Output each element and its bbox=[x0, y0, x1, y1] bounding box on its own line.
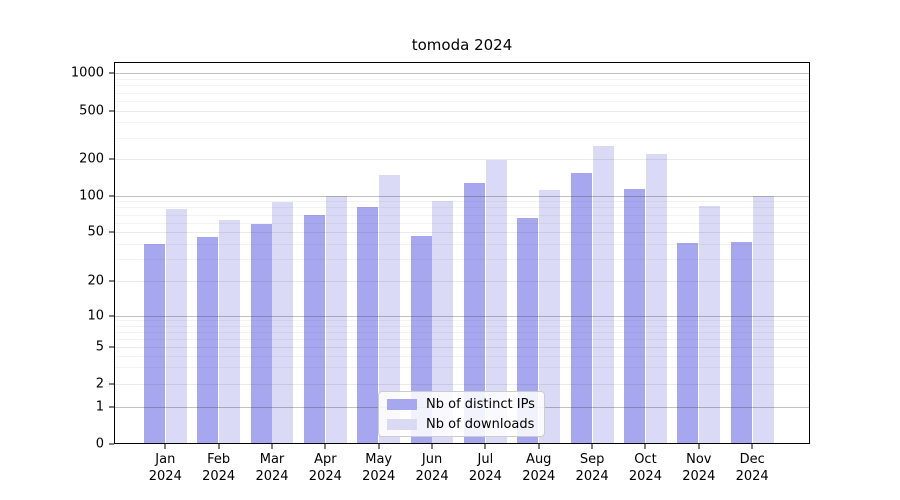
grid-line bbox=[114, 159, 810, 160]
bar-distinct-ips bbox=[624, 189, 646, 444]
y-tick-label: 50 bbox=[87, 224, 104, 240]
grid-line bbox=[114, 100, 810, 102]
legend-swatch-downloads bbox=[387, 418, 417, 430]
y-tick-label: 1 bbox=[95, 399, 104, 415]
x-tick-mark bbox=[591, 444, 593, 449]
legend-item-downloads: Nb of downloads bbox=[387, 417, 544, 432]
bar-distinct-ips bbox=[677, 242, 699, 444]
y-tick-mark bbox=[109, 443, 114, 445]
y-tick-label: 20 bbox=[87, 273, 104, 289]
bar-distinct-ips bbox=[197, 236, 219, 444]
y-tick-mark bbox=[109, 158, 114, 160]
bar-distinct-ips bbox=[250, 224, 272, 444]
grid-line bbox=[114, 78, 810, 80]
grid-line bbox=[114, 137, 810, 139]
bar-downloads bbox=[432, 201, 454, 444]
legend-swatch-distinct-ips bbox=[387, 398, 417, 410]
bar-downloads bbox=[379, 174, 401, 444]
legend-label-downloads: Nb of downloads bbox=[426, 416, 535, 432]
bar-distinct-ips bbox=[303, 214, 325, 444]
y-tick-label: 0 bbox=[95, 436, 104, 452]
grid-line bbox=[114, 85, 810, 87]
bar-downloads bbox=[272, 201, 294, 444]
bar-distinct-ips bbox=[143, 244, 165, 444]
grid-line bbox=[114, 92, 810, 94]
x-tick-label: Jun 2024 bbox=[415, 452, 449, 484]
y-tick-mark bbox=[109, 406, 114, 408]
bar-distinct-ips bbox=[357, 206, 379, 444]
x-tick-label: Aug 2024 bbox=[522, 452, 556, 484]
x-tick-mark bbox=[164, 444, 166, 449]
y-tick-mark bbox=[109, 110, 114, 112]
legend-item-distinct-ips: Nb of distinct IPs bbox=[387, 397, 544, 412]
legend: Nb of distinct IPs Nb of downloads bbox=[378, 391, 545, 437]
grid-line bbox=[114, 73, 810, 75]
plot-area: Nb of distinct IPs Nb of downloads 0 1 2 5 1… bbox=[71, 62, 810, 484]
y-tick-label: 10 bbox=[87, 308, 104, 324]
bar-downloads bbox=[699, 206, 721, 444]
x-tick-mark bbox=[431, 444, 433, 449]
y-tick-mark bbox=[109, 346, 114, 348]
x-tick-mark bbox=[484, 444, 486, 449]
bar-downloads bbox=[645, 153, 667, 444]
grid-line bbox=[114, 110, 810, 112]
x-tick-label: Feb 2024 bbox=[202, 452, 236, 484]
chart-title: tomoda 2024 bbox=[411, 36, 513, 54]
bar-downloads bbox=[485, 160, 507, 444]
y-tick-label: 2 bbox=[95, 376, 104, 392]
x-tick-mark bbox=[271, 444, 273, 449]
x-tick-label: Jan 2024 bbox=[148, 452, 182, 484]
x-tick-label: Apr 2024 bbox=[308, 452, 342, 484]
y-tick-mark bbox=[109, 383, 114, 385]
x-tick-mark bbox=[378, 444, 380, 449]
bar-downloads bbox=[539, 189, 561, 444]
x-tick-mark bbox=[324, 444, 326, 449]
grid-line bbox=[114, 201, 810, 203]
x-tick-label: Oct 2024 bbox=[628, 452, 662, 484]
y-tick-label: 1000 bbox=[70, 65, 104, 81]
x-tick-label: Mar 2024 bbox=[255, 452, 289, 484]
x-tick-label: Nov 2024 bbox=[682, 452, 716, 484]
y-tick-mark bbox=[109, 195, 114, 197]
x-tick-mark bbox=[644, 444, 646, 449]
y-tick-mark bbox=[109, 72, 114, 74]
grid-line bbox=[114, 195, 810, 197]
y-tick-mark bbox=[109, 315, 114, 317]
x-tick-mark bbox=[538, 444, 540, 449]
y-tick-label: 5 bbox=[95, 339, 104, 355]
x-tick-label: Sep 2024 bbox=[575, 452, 609, 484]
y-tick-mark bbox=[109, 231, 114, 233]
y-tick-label: 500 bbox=[79, 103, 104, 119]
bar-downloads bbox=[752, 195, 774, 444]
x-tick-label: Dec 2024 bbox=[735, 452, 769, 484]
bar-distinct-ips bbox=[730, 241, 752, 444]
bar-downloads bbox=[325, 195, 347, 444]
bar-distinct-ips bbox=[464, 182, 485, 444]
bar-distinct-ips bbox=[570, 173, 592, 444]
bar-downloads bbox=[219, 220, 241, 444]
y-tick-label: 100 bbox=[79, 188, 104, 204]
x-tick-label: Jul 2024 bbox=[468, 452, 502, 484]
bar-downloads bbox=[165, 208, 187, 444]
x-tick-label: May 2024 bbox=[362, 452, 396, 484]
x-tick-mark bbox=[698, 444, 700, 449]
y-tick-mark bbox=[109, 280, 114, 282]
x-tick-mark bbox=[751, 444, 753, 449]
bar-distinct-ips bbox=[517, 217, 539, 444]
x-tick-mark bbox=[218, 444, 220, 449]
y-tick-label: 200 bbox=[79, 151, 104, 167]
grid-line bbox=[114, 122, 810, 124]
bar-downloads bbox=[592, 145, 614, 444]
legend-label-distinct-ips: Nb of distinct IPs bbox=[426, 396, 535, 412]
